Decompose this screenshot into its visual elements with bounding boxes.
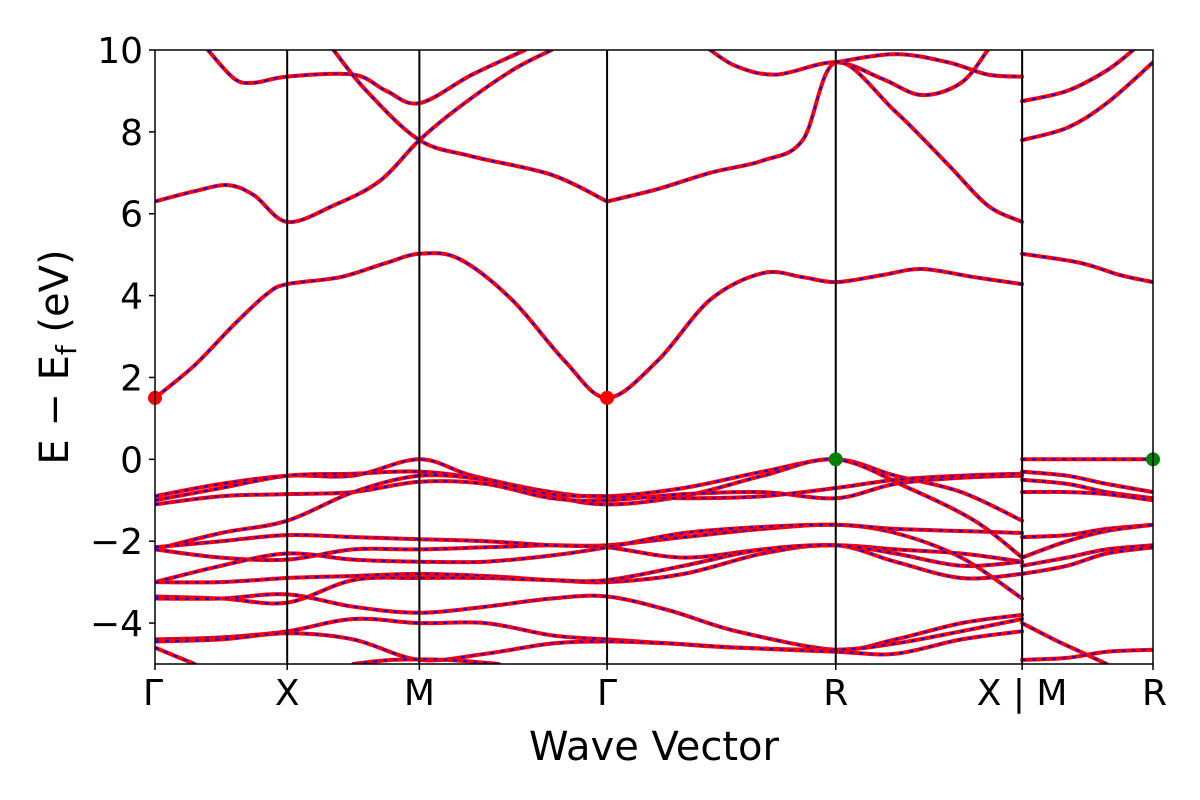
band-line-dashed-26	[1022, 470, 1153, 494]
x-tick-label-1: Γ	[143, 673, 163, 714]
x-tick-label-4: Γ	[597, 673, 617, 714]
band-line-20	[155, 592, 1025, 652]
x-tick-label-6: X | M	[977, 673, 1068, 714]
band-line-9	[1020, 60, 1153, 143]
band-line-dashed-22	[155, 630, 1023, 662]
band-edge-markers	[148, 390, 1160, 467]
x-tick-label-7: R	[1142, 673, 1167, 714]
band-line-dashed-10	[1021, 50, 1134, 103]
band-line-dashed-4	[207, 50, 526, 105]
band-line-dashed-5	[332, 50, 608, 203]
band-line-2	[155, 251, 1025, 400]
band-line-dashed-2	[155, 252, 1023, 399]
band-line-dashed-7	[835, 53, 1023, 78]
band-line-dashed-14	[155, 472, 1023, 551]
vbm-marker-1	[828, 452, 843, 467]
y-tick-label: 6	[120, 195, 143, 236]
y-tick-label: −4	[90, 604, 143, 645]
y-tick-label: −2	[90, 522, 143, 563]
band-line-dashed-21	[155, 617, 1023, 651]
band-line-dashed-34	[1022, 648, 1153, 661]
band-line-dashed-16	[155, 533, 1023, 563]
band-line-dashed-28	[1022, 490, 1153, 502]
band-lines	[155, 50, 1153, 664]
x-tick-label-3: M	[404, 673, 435, 714]
band-line-1	[155, 50, 554, 224]
band-line-11	[155, 457, 1025, 523]
band-line-6	[708, 50, 990, 98]
y-axis-ticks: −4 −2 0 2 4 6 8 10	[90, 31, 155, 645]
y-tick-label: 4	[120, 277, 143, 318]
x-axis-ticks: Γ X M Γ R X | M R	[143, 664, 1167, 714]
plot-frame	[154, 49, 1154, 665]
x-tick-label-2: X	[275, 673, 300, 714]
band-line-16	[155, 532, 1025, 564]
band-line-dashed-11	[155, 458, 1023, 522]
band-line-dashed-30	[1021, 523, 1153, 559]
band-line-8	[1020, 251, 1153, 285]
band-line-dashed-24	[353, 658, 499, 664]
y-axis-label: E − Ef (eV)	[32, 249, 83, 464]
band-line-dashed-33	[1021, 622, 1108, 664]
y-tick-label: 2	[120, 358, 143, 399]
band-line-dashed-8	[1021, 252, 1153, 284]
cbm-marker-2	[600, 390, 615, 405]
y-tick-label: 8	[120, 113, 143, 154]
x-axis-label: Wave Vector	[529, 724, 780, 770]
band-line-dashed-23	[155, 646, 196, 664]
band-line-dashed-32	[1021, 546, 1153, 575]
band-line-dashed-13	[155, 474, 1023, 506]
band-line-dashed-3	[606, 61, 1023, 223]
band-line-19	[155, 543, 1025, 606]
x-tick-label-5: R	[823, 673, 848, 714]
y-tick-label: 0	[120, 440, 143, 481]
y-tick-label: 10	[97, 31, 143, 72]
band-line-28	[1020, 489, 1153, 503]
band-line-dashed-31	[1021, 544, 1153, 567]
kpoint-divider-lines	[286, 50, 1024, 664]
band-line-dashed-17	[155, 523, 1023, 584]
band-line-5	[331, 50, 610, 204]
band-line-dashed-9	[1021, 61, 1153, 142]
